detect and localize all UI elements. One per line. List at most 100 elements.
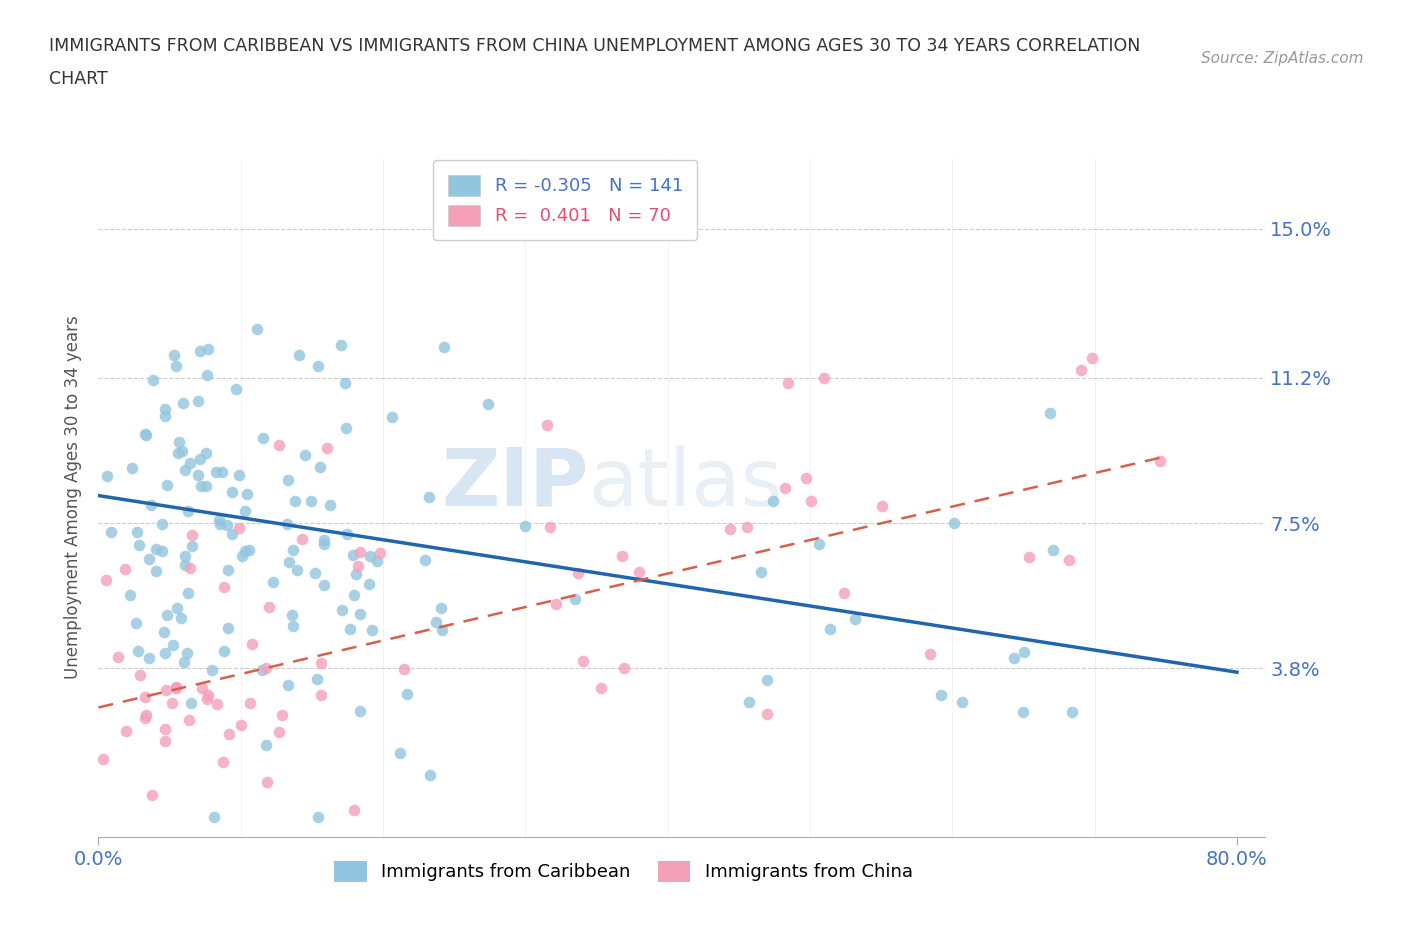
Text: ZIP: ZIP	[441, 445, 589, 523]
Point	[197, 341, 219, 356]
Point	[395, 687, 418, 702]
Point	[172, 444, 194, 458]
Point	[150, 543, 173, 558]
Point	[344, 566, 367, 581]
Point	[762, 494, 785, 509]
Point	[211, 754, 233, 769]
Point	[218, 726, 240, 741]
Point	[173, 462, 195, 477]
Point	[246, 322, 269, 337]
Point	[114, 562, 136, 577]
Point	[381, 410, 404, 425]
Point	[735, 520, 758, 535]
Point	[1081, 351, 1104, 365]
Point	[231, 549, 253, 564]
Point	[357, 577, 380, 591]
Point	[239, 696, 262, 711]
Point	[236, 486, 259, 501]
Point	[477, 396, 499, 411]
Point	[208, 513, 231, 528]
Point	[418, 489, 440, 504]
Point	[870, 498, 893, 513]
Point	[950, 695, 973, 710]
Point	[179, 456, 201, 471]
Point	[807, 537, 830, 551]
Point	[756, 707, 779, 722]
Point	[316, 440, 339, 455]
Point	[1012, 644, 1035, 659]
Point	[269, 437, 291, 452]
Point	[138, 551, 160, 566]
Point	[360, 622, 382, 637]
Point	[389, 745, 412, 760]
Point	[187, 468, 209, 483]
Point	[221, 485, 243, 499]
Point	[544, 596, 567, 611]
Point	[1070, 363, 1092, 378]
Point	[145, 564, 167, 578]
Point	[160, 696, 183, 711]
Point	[343, 803, 366, 817]
Point	[107, 649, 129, 664]
Point	[167, 445, 190, 460]
Point	[221, 526, 243, 541]
Point	[929, 687, 952, 702]
Point	[197, 688, 219, 703]
Point	[366, 553, 388, 568]
Point	[156, 477, 179, 492]
Point	[294, 447, 316, 462]
Point	[309, 459, 332, 474]
Point	[188, 452, 211, 467]
Point	[844, 611, 866, 626]
Point	[304, 565, 326, 580]
Point	[180, 527, 202, 542]
Point	[128, 538, 150, 552]
Point	[179, 712, 201, 727]
Point	[794, 471, 817, 485]
Point	[150, 516, 173, 531]
Point	[319, 498, 342, 512]
Point	[127, 644, 149, 659]
Point	[419, 767, 441, 782]
Point	[281, 542, 304, 557]
Point	[155, 645, 177, 660]
Point	[166, 600, 188, 615]
Point	[1018, 550, 1040, 565]
Point	[165, 680, 187, 695]
Point	[141, 787, 163, 802]
Point	[309, 656, 332, 671]
Point	[174, 558, 197, 573]
Point	[217, 620, 239, 635]
Point	[572, 653, 595, 668]
Point	[169, 434, 191, 449]
Text: atlas: atlas	[589, 445, 783, 523]
Point	[1062, 705, 1084, 720]
Point	[94, 573, 117, 588]
Point	[228, 468, 250, 483]
Point	[564, 591, 586, 606]
Point	[513, 518, 536, 533]
Point	[153, 401, 176, 416]
Point	[284, 494, 307, 509]
Point	[1039, 405, 1062, 420]
Point	[235, 543, 257, 558]
Point	[330, 338, 353, 352]
Point	[610, 549, 633, 564]
Point	[591, 681, 613, 696]
Point	[155, 683, 177, 698]
Point	[277, 554, 299, 569]
Point	[430, 600, 453, 615]
Point	[613, 661, 636, 676]
Point	[276, 517, 298, 532]
Point	[121, 460, 143, 475]
Point	[800, 494, 823, 509]
Point	[627, 565, 650, 579]
Point	[307, 358, 329, 373]
Point	[163, 348, 186, 363]
Point	[190, 479, 212, 494]
Point	[153, 408, 176, 423]
Point	[155, 733, 177, 748]
Point	[349, 544, 371, 559]
Point	[207, 697, 229, 711]
Text: Source: ZipAtlas.com: Source: ZipAtlas.com	[1201, 51, 1364, 66]
